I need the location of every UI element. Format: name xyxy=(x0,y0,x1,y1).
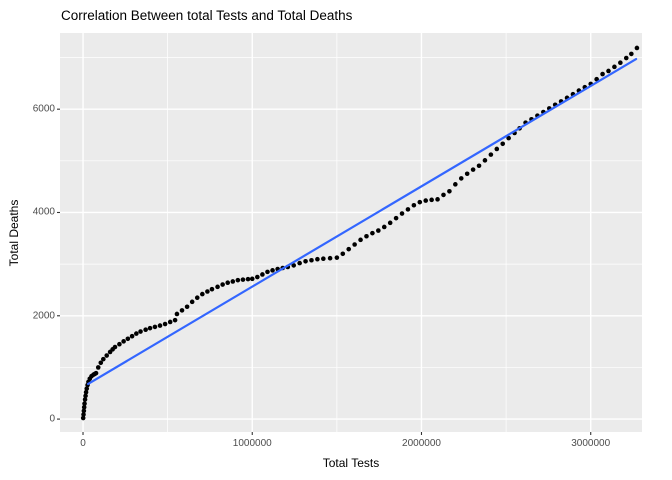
axis-tick-marks xyxy=(57,108,592,435)
minor-gridlines xyxy=(60,33,642,432)
x-tick-label: 2000000 xyxy=(402,438,441,449)
major-gridlines xyxy=(60,33,642,432)
y-tick-label: 4000 xyxy=(32,206,55,218)
x-axis-title: Total Tests xyxy=(322,456,380,470)
y-tick-label: 6000 xyxy=(32,103,55,115)
plot-panel xyxy=(60,33,642,432)
regression-line xyxy=(86,57,638,386)
y-tick-label: 2000 xyxy=(32,310,55,322)
x-tick-label: 0 xyxy=(80,438,86,449)
y-tick-label: 0 xyxy=(49,413,55,425)
x-tick-label: 1000000 xyxy=(232,438,272,449)
chart-title: Correlation Between total Tests and Tota… xyxy=(61,8,353,23)
y-axis-title: Total Deaths xyxy=(7,199,21,267)
scatter-points xyxy=(80,45,640,421)
x-tick-label: 3000000 xyxy=(571,438,611,449)
